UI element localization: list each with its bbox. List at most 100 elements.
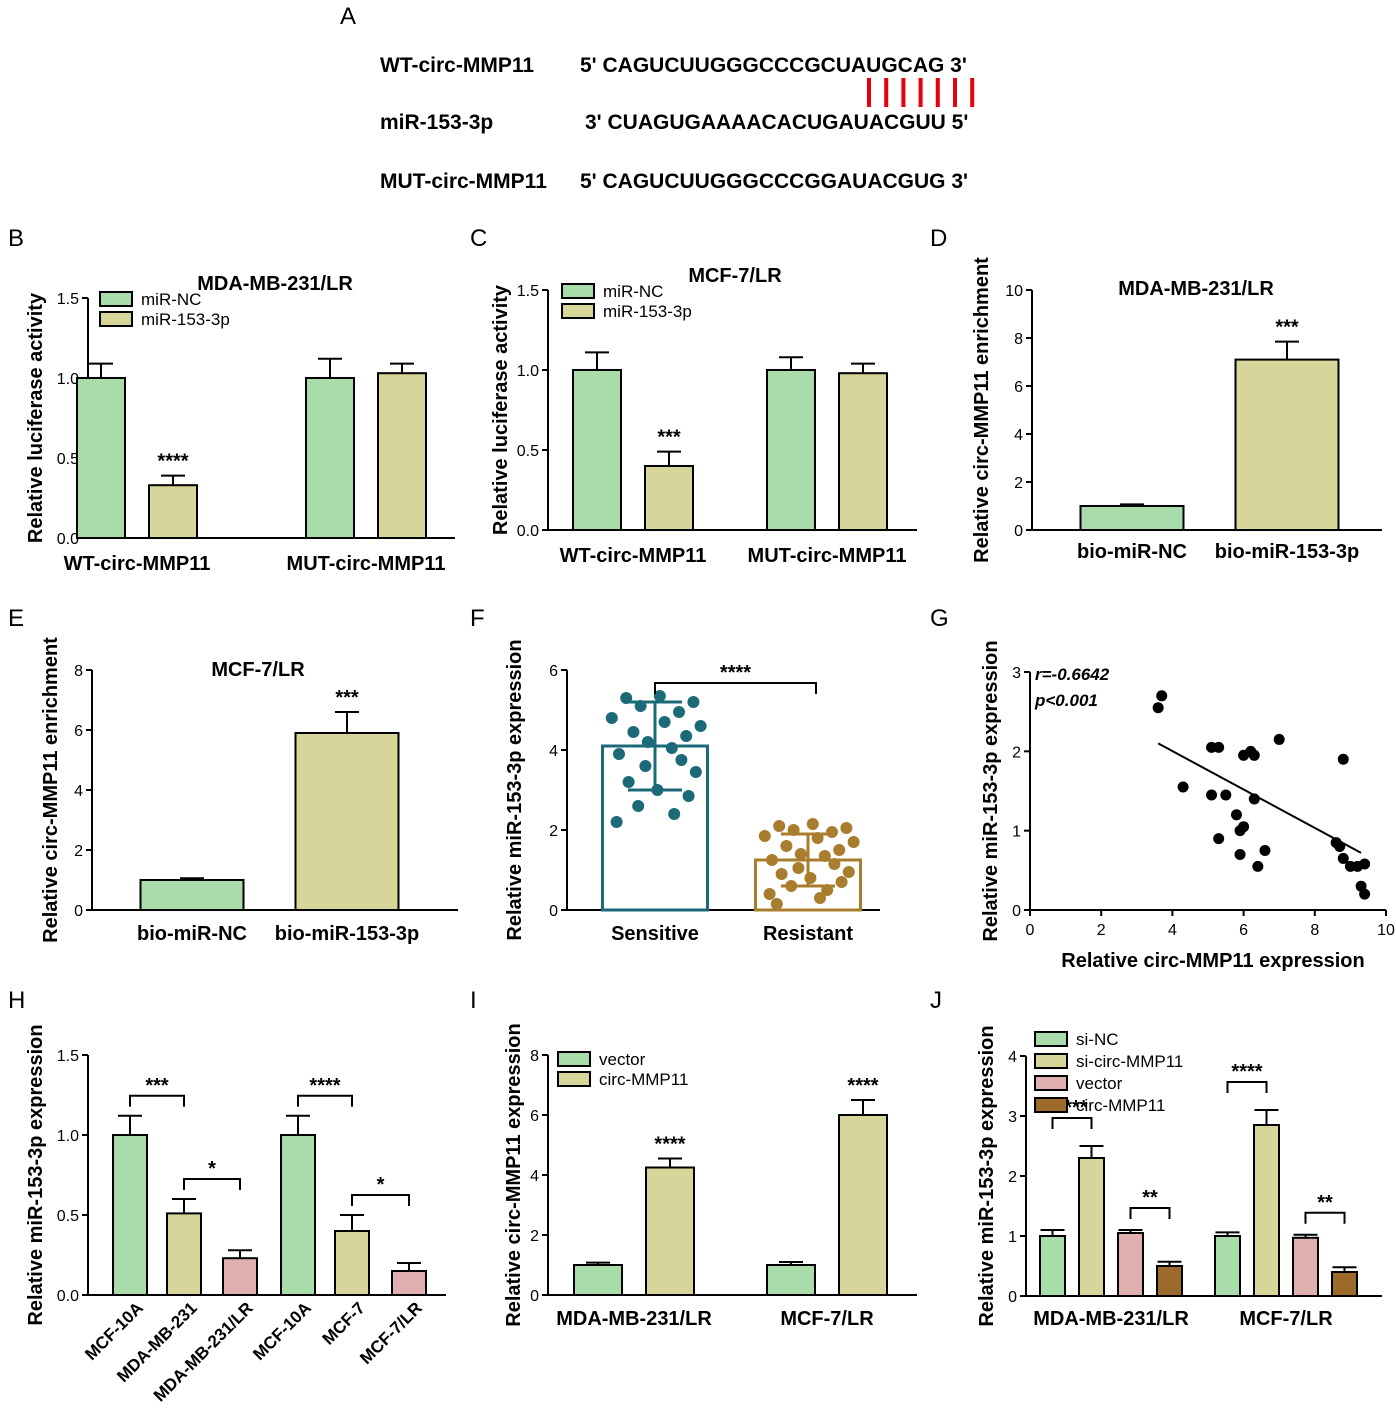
category-label: MCF-10A bbox=[249, 1298, 315, 1364]
bar bbox=[391, 1270, 427, 1296]
y-tick-label: 2 bbox=[1008, 1169, 1017, 1186]
y-tick-label: 1.5 bbox=[517, 283, 539, 300]
data-point bbox=[680, 730, 693, 742]
bar bbox=[1039, 1235, 1066, 1297]
data-point bbox=[689, 766, 702, 778]
data-point bbox=[821, 884, 834, 896]
significance-mark: **** bbox=[847, 1075, 878, 1097]
category-label: MCF-7/LR bbox=[1239, 1308, 1333, 1330]
data-point bbox=[804, 872, 817, 884]
legend-label: miR-NC bbox=[141, 290, 201, 309]
legend-swatch bbox=[561, 303, 595, 319]
bar bbox=[1156, 1265, 1183, 1297]
category-label: MCF-7/LR bbox=[780, 1308, 874, 1330]
scatter-point bbox=[1248, 793, 1260, 805]
data-point bbox=[668, 808, 681, 820]
scatter-point bbox=[1156, 690, 1168, 702]
y-tick-label: 0.5 bbox=[517, 443, 539, 460]
panel-label-g: G bbox=[930, 605, 949, 632]
legend-label: si-NC bbox=[1076, 1030, 1119, 1049]
data-point bbox=[840, 822, 853, 834]
data-point bbox=[835, 876, 848, 888]
chart-title: MCF-7/LR bbox=[688, 265, 782, 287]
bar bbox=[838, 372, 888, 532]
x-tick-label: 10 bbox=[1377, 922, 1395, 939]
data-point bbox=[806, 818, 819, 830]
panel-label-c: C bbox=[470, 225, 487, 252]
data-point bbox=[632, 800, 645, 812]
panel-label-d: D bbox=[930, 225, 947, 252]
data-point bbox=[763, 888, 776, 900]
legend-label: vector bbox=[599, 1050, 646, 1069]
x-tick-label: 8 bbox=[1310, 922, 1319, 939]
panel-a: A WT-circ-MMP11 5' CAGUCUUGGGCCCGCUAUGCA… bbox=[340, 3, 975, 193]
significance-mark: **** bbox=[654, 1134, 685, 1156]
scatter-point bbox=[1252, 860, 1264, 872]
scatter-point bbox=[1230, 809, 1242, 821]
panel-label-h: H bbox=[8, 987, 25, 1014]
x-tick-label: 6 bbox=[1239, 922, 1248, 939]
category-label: bio-miR-153-3p bbox=[275, 923, 419, 945]
data-point bbox=[785, 880, 798, 892]
y-tick-label: 8 bbox=[1014, 331, 1023, 348]
data-point bbox=[682, 790, 695, 802]
legend-label: circ-MMP11 bbox=[599, 1070, 688, 1089]
data-point bbox=[687, 696, 700, 708]
legend-swatch bbox=[1034, 1031, 1068, 1047]
bar bbox=[305, 377, 355, 539]
y-tick-label: 4 bbox=[1014, 427, 1023, 444]
significance-mark: * bbox=[208, 1158, 216, 1180]
scatter-point bbox=[1213, 833, 1225, 845]
scatter-point bbox=[1206, 789, 1218, 801]
legend-label: miR-153-3p bbox=[603, 302, 692, 321]
bar bbox=[377, 372, 427, 540]
y-tick-label: 0 bbox=[530, 1288, 539, 1305]
legend-swatch bbox=[99, 291, 133, 307]
y-tick-label: 3 bbox=[1008, 1109, 1017, 1126]
data-point bbox=[826, 826, 838, 838]
y-axis-label: Relative miR-153-3p expression bbox=[980, 640, 1002, 941]
bar bbox=[280, 1134, 316, 1296]
panel-j: J Relative miR-153-3p expression 0 1 2 3 4 MDA-… bbox=[930, 987, 1382, 1330]
y-tick-label: 4 bbox=[530, 1168, 539, 1185]
data-point bbox=[610, 816, 623, 828]
bar bbox=[838, 1114, 888, 1296]
y-tick-label: 6 bbox=[1014, 379, 1023, 396]
legend-label: circ-MMP11 bbox=[1076, 1096, 1165, 1115]
category-label: MDA-MB-231/LR bbox=[150, 1298, 257, 1405]
bar bbox=[1078, 1157, 1105, 1297]
y-axis-label: Relative circ-MMP11 enrichment bbox=[40, 637, 62, 943]
y-tick-label: 6 bbox=[74, 723, 83, 740]
data-point bbox=[605, 712, 618, 724]
y-axis-label: Relative luciferase activity bbox=[490, 284, 512, 535]
bar bbox=[644, 465, 694, 531]
significance-mark: *** bbox=[1275, 317, 1299, 339]
significance-mark: **** bbox=[309, 1075, 340, 1097]
y-tick-label: 1.0 bbox=[517, 363, 539, 380]
bar bbox=[148, 484, 198, 540]
scatter-point bbox=[1152, 702, 1164, 714]
data-point bbox=[792, 862, 805, 874]
bar bbox=[222, 1257, 258, 1296]
seq-name-wt: WT-circ-MMP11 bbox=[380, 54, 534, 77]
data-point bbox=[639, 760, 652, 772]
y-tick-label: 2 bbox=[74, 843, 83, 860]
y-tick-label: 4 bbox=[549, 743, 558, 760]
bar bbox=[1079, 505, 1185, 531]
category-label: MCF-7/LR bbox=[356, 1298, 426, 1368]
scatter-point bbox=[1238, 821, 1250, 833]
scatter-point bbox=[1334, 841, 1346, 853]
y-tick-label: 2 bbox=[1012, 744, 1021, 761]
seq-mut: 5' CAGUCUUGGGCCCGGAUACGUG 3' bbox=[580, 170, 968, 193]
significance-mark: *** bbox=[335, 687, 359, 709]
y-tick-label: 3 bbox=[1012, 665, 1021, 682]
data-point bbox=[780, 840, 793, 852]
data-point bbox=[842, 866, 855, 878]
data-point bbox=[766, 854, 778, 866]
legend-label: vector bbox=[1076, 1074, 1123, 1093]
panel-i: I Relative circ-MMP11 expression 0 2 4 6 8 MDA-… bbox=[470, 987, 917, 1330]
y-tick-label: 8 bbox=[530, 1048, 539, 1065]
significance-mark: **** bbox=[157, 451, 188, 473]
data-point bbox=[673, 706, 685, 718]
y-axis-label: Relative circ-MMP11 expression bbox=[503, 1023, 525, 1326]
